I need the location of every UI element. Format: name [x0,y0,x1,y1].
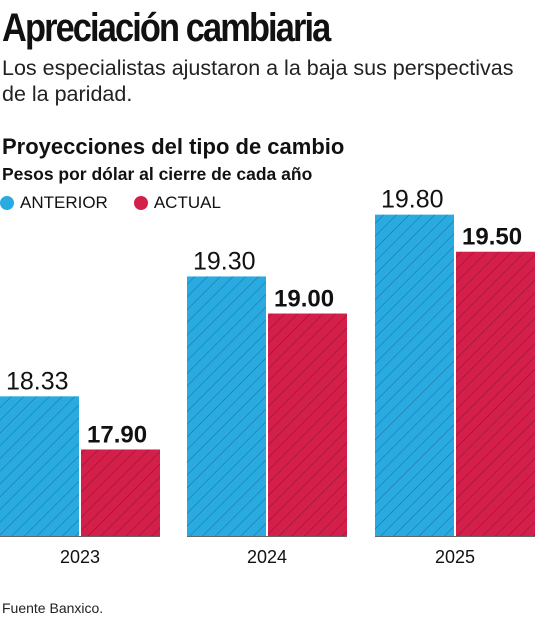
x-tick-label-2023: 2023 [60,547,100,567]
bar-hatch-actual-2025 [456,251,535,536]
chart-subtitle: Pesos por dólar al cierre de cada año [2,164,313,184]
chart-title: Proyecciones del tipo de cambio [2,134,345,159]
legend-label-anterior: ANTERIOR [20,193,108,212]
data-label-actual-2025: 19.50 [462,224,522,251]
data-label-anterior-2025: 19.80 [381,186,444,214]
legend-item-actual: ACTUAL [133,193,221,213]
legend-label-actual: ACTUAL [153,193,221,212]
legend-item-anterior: ANTERIOR [0,193,108,213]
legend-swatch-actual [133,196,148,210]
page-subtitle: Los especialistas ajustaron a la baja su… [2,56,514,106]
bar-hatch-anterior-2025 [375,214,454,536]
legend-swatch-anterior [0,196,14,210]
page-title: Apreciación cambiaria [2,6,331,50]
bar-hatch-anterior-2024 [187,276,266,536]
x-tick-label-2024: 2024 [247,547,287,567]
x-tick-label-2025: 2025 [435,547,475,567]
data-label-anterior-2024: 19.30 [193,247,256,275]
chart-legend: ANTERIOR ACTUAL [0,193,247,213]
data-label-actual-2023: 17.90 [87,421,147,448]
bar-hatch-actual-2023 [81,449,160,536]
bar-hatch-anterior-2023 [0,396,79,536]
bar-hatch-actual-2024 [268,313,347,536]
data-label-anterior-2023: 18.33 [6,367,69,395]
source-note: Fuente Banxico. [2,600,104,616]
data-label-actual-2024: 19.00 [274,286,334,313]
